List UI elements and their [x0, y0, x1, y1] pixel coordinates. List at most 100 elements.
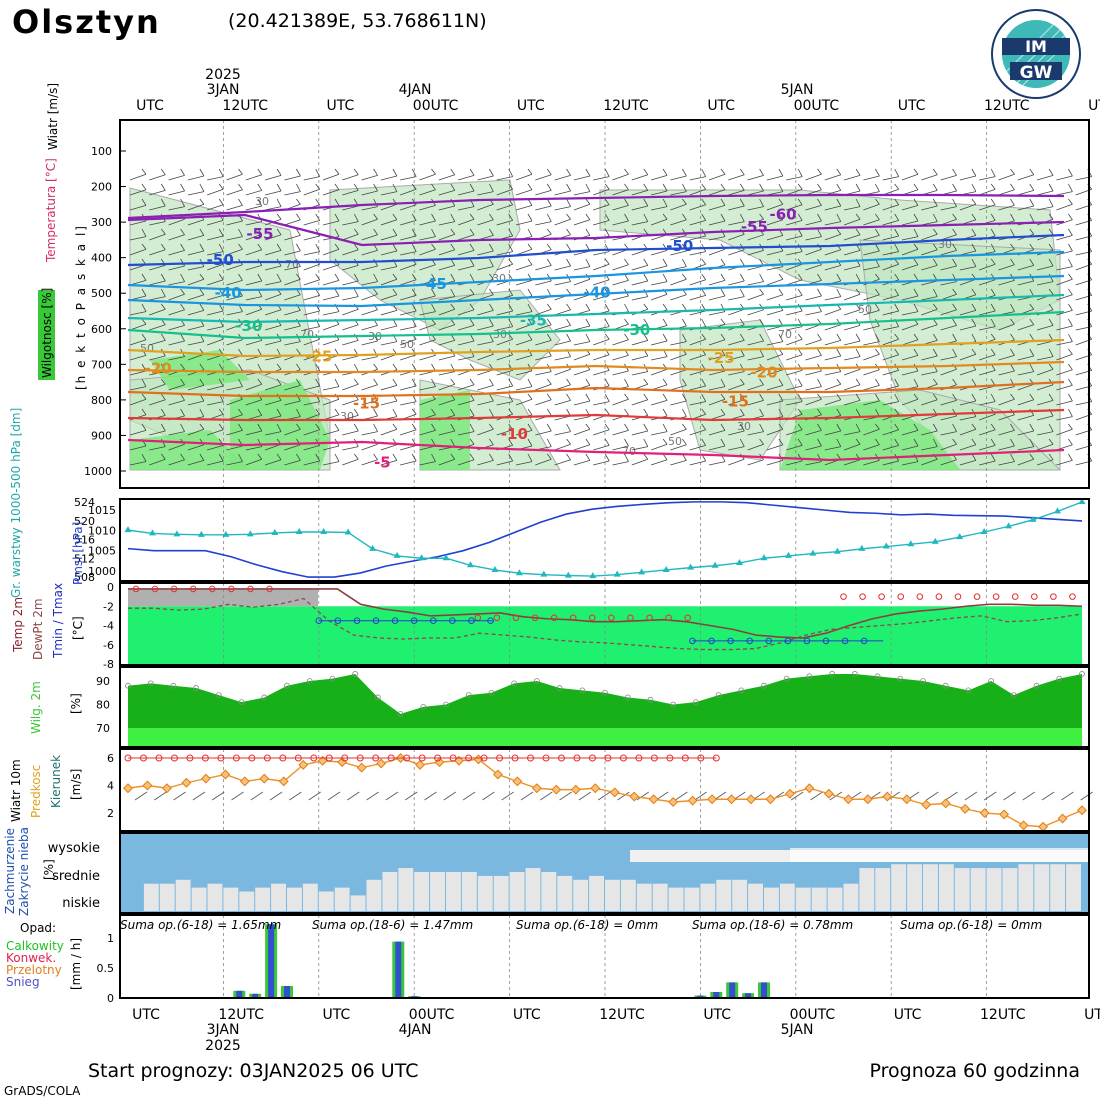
wind-barb	[400, 251, 417, 256]
rh-marker	[397, 711, 404, 717]
wind-barb-flag	[1010, 393, 1015, 400]
isotherm-line	[127, 360, 1065, 374]
wind-barb	[303, 176, 320, 181]
wind-barb	[264, 250, 282, 256]
wind-barb-flag	[180, 288, 185, 295]
wind-barb	[708, 248, 726, 256]
wind-barb-flag	[141, 333, 147, 341]
wind-barb	[728, 249, 745, 256]
wind10-barb	[945, 791, 958, 801]
wind-barb-flag	[392, 363, 398, 371]
temp-tick: -6	[103, 639, 114, 652]
cloud-low-bar	[748, 883, 763, 911]
wind-barb-flag	[489, 303, 494, 311]
cloud-low-bar	[525, 868, 541, 911]
wind-barb	[168, 459, 185, 466]
wind-barb	[843, 325, 861, 331]
tmax-marker	[189, 585, 197, 593]
wind-barb-flag	[180, 408, 185, 417]
wind-barb	[593, 251, 610, 256]
wind-barb-flag	[855, 378, 861, 386]
ms-label: [m/s]	[69, 769, 83, 800]
wind-barb-flag	[1010, 333, 1015, 341]
wind10-barb	[694, 791, 707, 801]
wind-barb-flag	[932, 378, 938, 385]
wind-barb-flag	[296, 243, 301, 252]
speed-marker	[551, 784, 562, 795]
gph-marker	[418, 554, 426, 561]
gph-tick: 516	[74, 534, 95, 547]
wind-barb	[901, 323, 919, 331]
wind-barb	[766, 235, 784, 241]
wind-barb	[882, 204, 899, 211]
wind-barb-flag	[315, 453, 321, 462]
wind-barb	[284, 219, 301, 226]
wind-barb-flag	[971, 228, 977, 236]
wind-barb	[419, 461, 436, 466]
rh-marker	[874, 673, 881, 680]
rh-area	[128, 673, 1082, 728]
wind-barb-flag	[990, 168, 996, 177]
wind-barb-flag	[990, 303, 996, 312]
cloud-low-bar	[986, 868, 1002, 911]
wind-barb	[400, 204, 417, 211]
wind-barb-flag	[913, 183, 919, 191]
wind-barb-flag	[952, 183, 957, 192]
wind-barb-flag	[1029, 363, 1035, 372]
wind-barb-flag	[836, 273, 842, 282]
wind-barb-flag	[1029, 423, 1035, 432]
wind-barb-flag	[392, 423, 398, 430]
wind-frame	[119, 748, 1090, 832]
wind-barb-flag	[604, 213, 610, 221]
wind-barb-flag	[662, 453, 668, 461]
wind10-barb	[540, 791, 553, 801]
wind-barb-flag	[1048, 198, 1054, 207]
wind-barb	[998, 323, 1015, 331]
gph-marker	[173, 530, 181, 537]
wind-barb	[863, 341, 880, 346]
wind-barb-flag	[817, 228, 822, 237]
wind-barb	[496, 251, 513, 256]
wind-barb	[708, 280, 726, 286]
wind-barb	[631, 221, 648, 226]
wind-barb-flag	[276, 228, 282, 236]
wind-barb-flag	[1048, 438, 1054, 445]
wind-barb	[593, 338, 610, 346]
wind-barb-flag	[315, 183, 321, 190]
wind-barb-flag	[276, 363, 282, 370]
pmsl-line	[127, 501, 1083, 578]
isotherm-label: -5	[374, 454, 391, 472]
wind-barb	[940, 415, 957, 421]
wind-barb	[573, 266, 590, 271]
tmax-marker	[954, 593, 962, 600]
speed-marker	[161, 783, 172, 794]
wind-barb-flag	[932, 198, 938, 207]
rh2m-label: Wilg. 2m	[29, 681, 43, 734]
wind-barb-flag	[1068, 168, 1073, 177]
wind-barb-flag	[392, 228, 398, 236]
wind-barb	[322, 173, 340, 181]
wind-barb-flag	[160, 438, 166, 447]
wind-barb	[728, 458, 745, 466]
gph-marker	[246, 530, 254, 537]
wind-barb	[207, 295, 224, 301]
wind-barb	[805, 173, 822, 181]
wind-barb	[824, 233, 841, 241]
wind-barb	[149, 265, 166, 271]
direction-label: Kierunek	[49, 755, 63, 808]
wind-barb	[728, 340, 745, 346]
top-time-label: 12UTC	[222, 98, 268, 114]
isotherm-label: -50	[207, 251, 234, 269]
wind-barb-flag	[566, 168, 571, 176]
humidity-label-bg	[38, 290, 55, 380]
wind-barb-flag	[971, 348, 977, 355]
wind-barb-flag	[353, 423, 359, 432]
wind-barb	[1017, 458, 1034, 466]
wind-barb-flag	[450, 183, 456, 191]
wind-barb-flag	[1010, 243, 1015, 250]
wind-barb-flag	[296, 348, 301, 355]
wind-barb	[921, 249, 938, 256]
isotherm-line	[127, 250, 1065, 292]
wind-barb	[496, 401, 513, 406]
gph-marker	[320, 528, 328, 534]
